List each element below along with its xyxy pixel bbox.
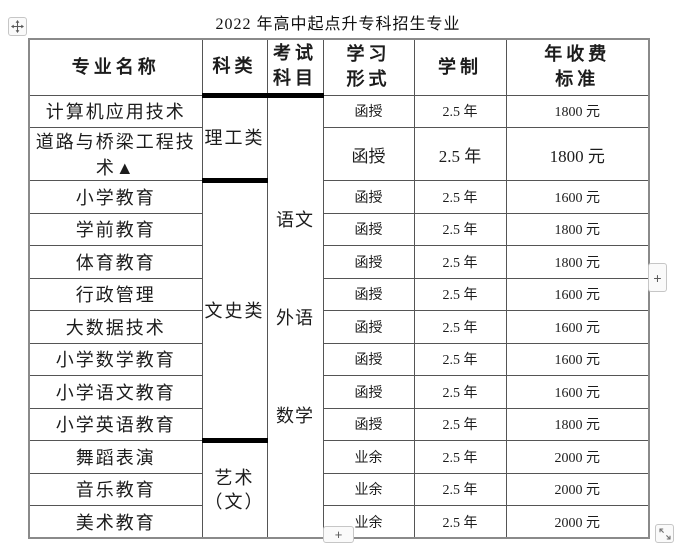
major-cell[interactable]: 舞蹈表演: [28, 440, 203, 474]
table-row: 学前教育 函授 2.5 年 1800 元: [28, 212, 650, 246]
table-row: 小学英语教育 函授 2.5 年 1800 元: [28, 407, 650, 441]
header-row: 专业名称 科类 考试 科目 学习 形式 学制 年收费 标准: [28, 38, 650, 96]
fee-cell[interactable]: 1600 元: [505, 342, 650, 376]
table-row: 体育教育 函授 2.5 年 1800 元: [28, 245, 650, 279]
duration-cell[interactable]: 2.5 年: [413, 180, 507, 214]
fee-cell[interactable]: 1800 元: [505, 407, 650, 441]
major-cell[interactable]: 小学英语教育: [28, 407, 203, 441]
duration-cell[interactable]: 2.5 年: [413, 245, 507, 279]
duration-cell[interactable]: 2.5 年: [413, 342, 507, 376]
major-cell[interactable]: 美术教育: [28, 505, 203, 539]
header-exam-subjects-line2: 科目: [273, 68, 317, 89]
header-exam-subjects-line1: 考试: [273, 43, 317, 64]
table-move-handle[interactable]: [8, 17, 27, 36]
table-row: 音乐教育 业余 2.5 年 2000 元: [28, 472, 650, 506]
category-cell-liberal-arts[interactable]: 文史类: [201, 180, 268, 441]
add-row-button[interactable]: +: [323, 526, 354, 543]
fee-cell[interactable]: 1600 元: [505, 180, 650, 214]
major-cell[interactable]: 小学教育: [28, 180, 203, 214]
major-cell[interactable]: 音乐教育: [28, 472, 203, 506]
table-row: 小学数学教育 函授 2.5 年 1600 元: [28, 342, 650, 376]
study-form-cell[interactable]: 函授: [322, 277, 415, 311]
table-row: 小学语文教育 函授 2.5 年 1600 元: [28, 375, 650, 409]
duration-cell[interactable]: 2.5 年: [413, 127, 507, 181]
header-study-form[interactable]: 学习 形式: [322, 38, 415, 96]
duration-cell[interactable]: 2.5 年: [413, 310, 507, 344]
exam-subject-foreign-language: 外语: [276, 308, 314, 329]
study-form-cell[interactable]: 业余: [322, 505, 415, 539]
duration-cell[interactable]: 2.5 年: [413, 212, 507, 246]
major-cell[interactable]: 体育教育: [28, 245, 203, 279]
duration-cell[interactable]: 2.5 年: [413, 407, 507, 441]
exam-subjects-cell[interactable]: 语文 外语 数学: [266, 92, 324, 539]
fee-cell[interactable]: 2000 元: [505, 440, 650, 474]
category-art-line2: （文）: [204, 492, 265, 512]
plus-icon: +: [334, 527, 343, 542]
major-cell[interactable]: 小学语文教育: [28, 375, 203, 409]
fee-cell[interactable]: 1800 元: [505, 94, 650, 128]
category-art-line1: 艺术: [214, 468, 255, 488]
enrollment-majors-table: 专业名称 科类 考试 科目 学习 形式 学制 年收费 标准 计算机应用技术: [28, 38, 650, 539]
major-cell[interactable]: 大数据技术: [28, 310, 203, 344]
header-fee[interactable]: 年收费 标准: [505, 38, 650, 96]
study-form-cell[interactable]: 函授: [322, 407, 415, 441]
fee-cell[interactable]: 1600 元: [505, 310, 650, 344]
page-title[interactable]: 2022 年高中起点升专科招生专业: [215, 16, 461, 33]
table-row: 行政管理 函授 2.5 年 1600 元: [28, 277, 650, 311]
table-row: 道路与桥梁工程技术▲ 函授 2.5 年 1800 元: [28, 127, 650, 181]
fee-cell[interactable]: 2000 元: [505, 505, 650, 539]
duration-cell[interactable]: 2.5 年: [413, 94, 507, 128]
fee-cell[interactable]: 1600 元: [505, 375, 650, 409]
header-duration[interactable]: 学制: [413, 38, 507, 96]
study-form-cell[interactable]: 函授: [322, 212, 415, 246]
study-form-cell[interactable]: 业余: [322, 440, 415, 474]
table-row: 小学教育 文史类 函授 2.5 年 1600 元: [28, 180, 650, 441]
category-cell-science[interactable]: 理工类: [201, 92, 268, 183]
header-study-form-line2: 形式: [346, 69, 391, 90]
duration-cell[interactable]: 2.5 年: [413, 440, 507, 474]
major-cell[interactable]: 道路与桥梁工程技术▲: [28, 127, 203, 181]
study-form-cell[interactable]: 函授: [322, 375, 415, 409]
study-form-cell[interactable]: 函授: [322, 127, 415, 181]
fee-cell[interactable]: 1600 元: [505, 277, 650, 311]
duration-cell[interactable]: 2.5 年: [413, 277, 507, 311]
diagonal-resize-icon: [658, 527, 671, 540]
table-row: 舞蹈表演 艺术 （文） 业余 2.5 年 2000 元: [28, 438, 650, 539]
fee-cell[interactable]: 1800 元: [505, 212, 650, 246]
plus-icon: +: [653, 269, 662, 286]
table-row: 计算机应用技术 理工类 语文 外语 数学 函授 2.5 年 1800 元: [28, 92, 650, 539]
add-column-button[interactable]: +: [648, 263, 667, 292]
duration-cell[interactable]: 2.5 年: [413, 505, 507, 539]
table-row: 美术教育 业余 2.5 年 2000 元: [28, 505, 650, 539]
study-form-cell[interactable]: 函授: [322, 342, 415, 376]
study-form-cell[interactable]: 函授: [322, 94, 415, 128]
study-form-cell[interactable]: 函授: [322, 180, 415, 214]
study-form-cell[interactable]: 函授: [322, 310, 415, 344]
header-study-form-line1: 学习: [346, 44, 391, 65]
major-cell[interactable]: 学前教育: [28, 212, 203, 246]
header-category[interactable]: 科类: [201, 38, 268, 96]
header-fee-line1: 年收费: [544, 44, 611, 65]
header-exam-subjects[interactable]: 考试 科目: [266, 38, 324, 96]
header-fee-line2: 标准: [555, 69, 600, 90]
table-resize-handle[interactable]: [655, 524, 674, 543]
major-cell[interactable]: 行政管理: [28, 277, 203, 311]
exam-subject-chinese: 语文: [276, 210, 314, 231]
move-cross-arrows-icon: [11, 20, 24, 33]
header-major[interactable]: 专业名称: [28, 38, 203, 96]
exam-subject-math: 数学: [276, 406, 314, 427]
major-cell[interactable]: 计算机应用技术: [28, 94, 203, 128]
fee-cell[interactable]: 2000 元: [505, 472, 650, 506]
fee-cell[interactable]: 1800 元: [505, 127, 650, 181]
duration-cell[interactable]: 2.5 年: [413, 375, 507, 409]
study-form-cell[interactable]: 函授: [322, 245, 415, 279]
category-cell-art[interactable]: 艺术 （文）: [201, 438, 268, 539]
table-row: 大数据技术 函授 2.5 年 1600 元: [28, 310, 650, 344]
study-form-cell[interactable]: 业余: [322, 472, 415, 506]
fee-cell[interactable]: 1800 元: [505, 245, 650, 279]
duration-cell[interactable]: 2.5 年: [413, 472, 507, 506]
major-cell[interactable]: 小学数学教育: [28, 342, 203, 376]
